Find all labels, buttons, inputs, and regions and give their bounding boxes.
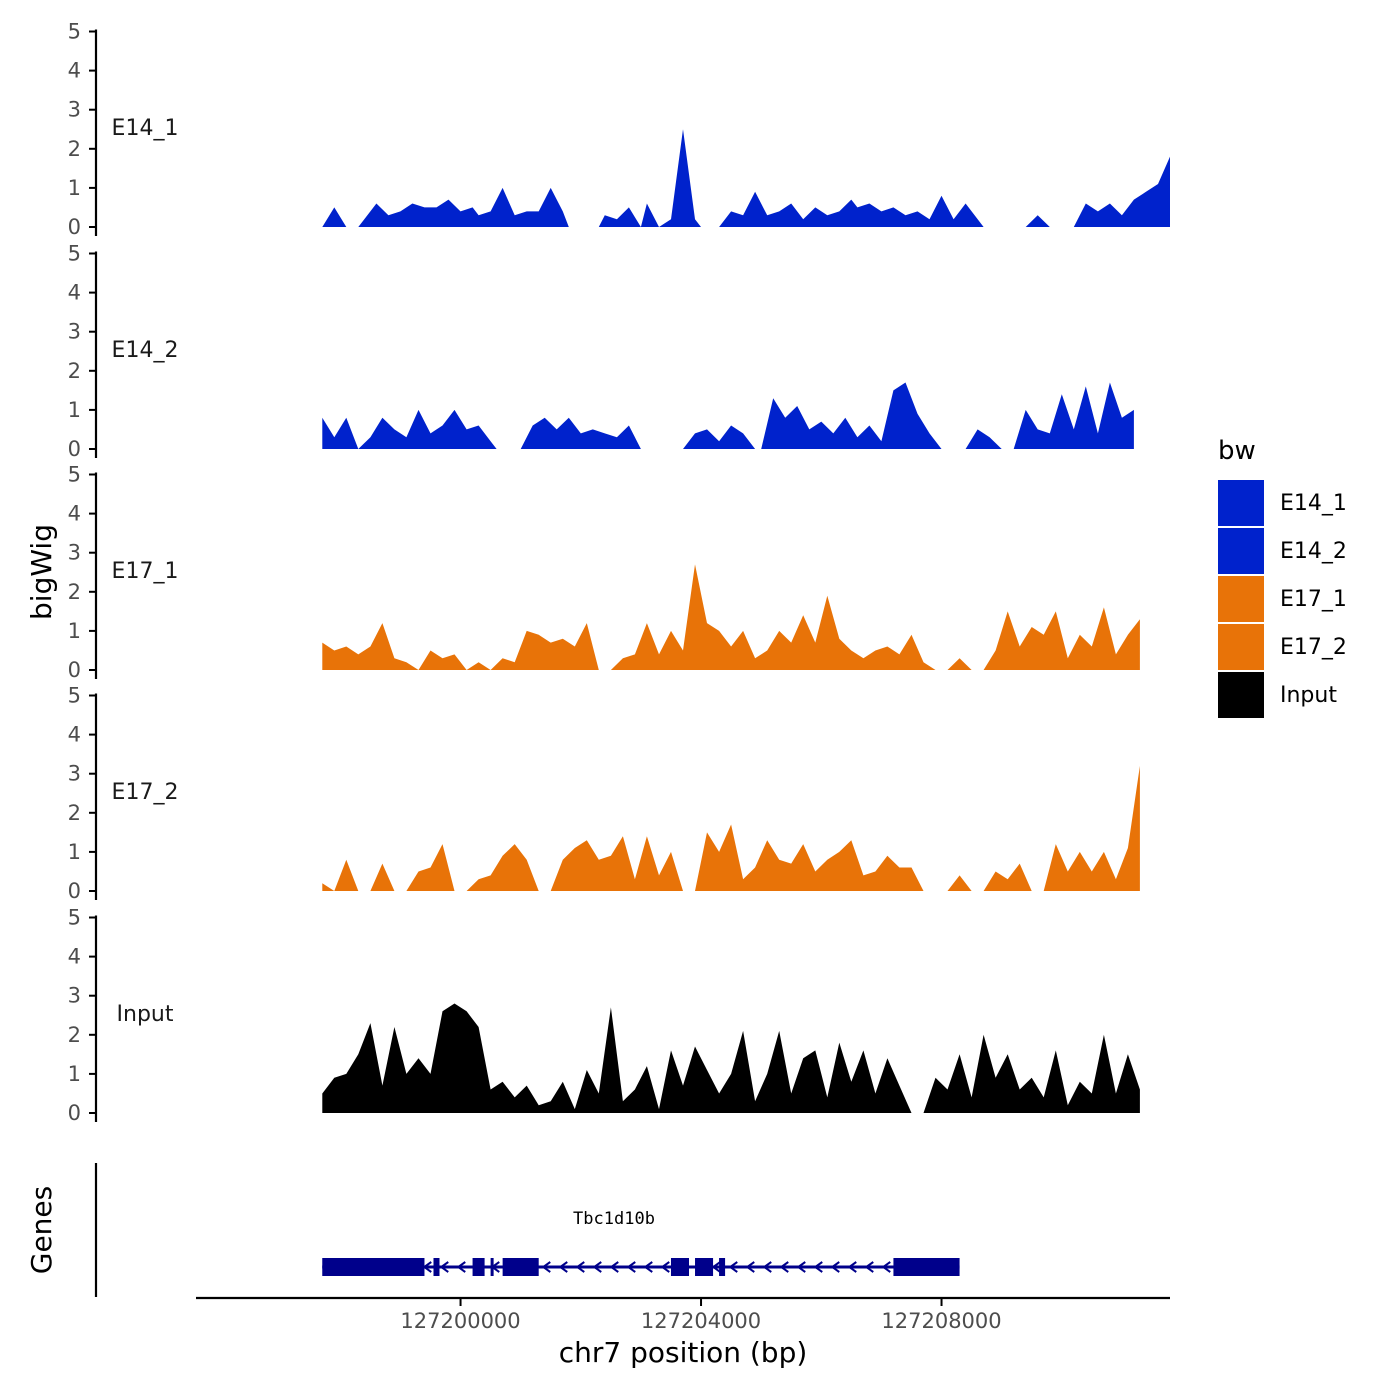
y-tick-label: 1 [68,840,81,864]
strand-arrow [660,1261,670,1273]
gene-exon [695,1258,714,1276]
strand-arrow [745,1261,755,1273]
track-label: E14_2 [112,338,179,363]
y-tick-label: 1 [68,619,81,643]
strand-arrow [558,1261,568,1273]
track-Input: 0 1 2 3 4 5 Input [68,906,1140,1125]
legend-key-E17_2 [1218,624,1264,670]
y-tick-label: 4 [68,59,81,83]
y-tick-label: 1 [68,176,81,200]
gene-exon [433,1258,440,1276]
track-label: E17_2 [112,780,179,805]
x-tick-label: 127200000 [400,1309,520,1333]
strand-arrow [711,1261,721,1273]
y-tick-label: 4 [68,945,81,969]
gene-track: Tbc1d10b [94,1163,960,1297]
y-tick-label: 3 [68,762,81,786]
strand-arrow [541,1261,551,1273]
gene-exon [670,1258,690,1276]
legend-key-E14_2 [1218,528,1264,574]
strand-arrow [439,1261,449,1273]
strand-arrow [779,1261,789,1273]
y-tick-label: 2 [68,359,81,383]
track-label: E17_1 [112,559,179,584]
strand-arrow [762,1261,772,1273]
signal-area-E14_1 [322,129,1170,227]
x-axis: 127200000 127204000 127208000 [196,1296,1170,1333]
y-tick-label: 0 [68,1101,81,1125]
y-tick-label: 0 [68,215,81,239]
legend-label: E17_1 [1280,587,1347,612]
y-tick-label: 2 [68,580,81,604]
y-tick-label: 3 [68,541,81,565]
y-tick-label: 4 [68,723,81,747]
y-tick-label: 3 [68,320,81,344]
legend-label: E17_2 [1280,635,1347,660]
track-label: Input [117,1002,174,1027]
strand-arrow [830,1261,840,1273]
strand-arrow [796,1261,806,1273]
track-E14_1: 0 1 2 3 4 5 E14_1 [68,20,1170,239]
legend-title: bw [1218,436,1256,466]
track-E17_1: 0 1 2 3 4 5 E17_1 [68,463,1140,682]
tracks-group: 0 1 2 3 4 5 E14_1 0 1 2 3 4 5 E14_2 0 1 2 3 4 5 E17_1 0 1 2 3 4 5 E… [68,20,1170,1125]
gene-exon [472,1258,485,1276]
signal-area-E17_2 [322,765,1140,891]
strand-arrow [592,1261,602,1273]
strand-arrow [864,1261,874,1273]
strand-arrow [813,1261,823,1273]
strand-arrow [575,1261,585,1273]
y-tick-label: 4 [68,281,81,305]
y-tick-label: 3 [68,984,81,1008]
track-label: E14_1 [112,116,179,141]
y-tick-label: 5 [68,463,81,487]
strand-arrow [643,1261,653,1273]
strand-arrow [456,1261,466,1273]
legend-key-E17_1 [1218,576,1264,622]
y-tick-label: 1 [68,1062,81,1086]
y-tick-label: 4 [68,502,81,526]
genes-axis-title: Genes [25,1186,58,1274]
y-tick-label: 5 [68,684,81,708]
strand-arrow [728,1261,738,1273]
signal-area-Input [322,1003,1140,1113]
strand-arrow [626,1261,636,1273]
y-tick-label: 0 [68,658,81,682]
track-E17_2: 0 1 2 3 4 5 E17_2 [68,684,1140,903]
legend-label: E14_2 [1280,539,1347,564]
legend-key-E14_1 [1218,480,1264,526]
y-axis-title: bigWig [25,524,58,620]
y-tick-label: 2 [68,1023,81,1047]
y-tick-label: 2 [68,137,81,161]
strand-arrow [609,1261,619,1273]
legend-key-Input [1218,672,1264,718]
y-tick-label: 5 [68,906,81,930]
strand-arrow [881,1261,891,1273]
x-axis-title: chr7 position (bp) [559,1336,808,1369]
y-tick-label: 1 [68,398,81,422]
track-E14_2: 0 1 2 3 4 5 E14_2 [68,242,1134,461]
legend: bw E14_1 E14_2 E17_1 E17_2 Input [1218,436,1347,718]
signal-area-E17_1 [322,564,1140,670]
y-tick-label: 0 [68,879,81,903]
gene-exon [490,1258,494,1276]
strand-arrow [847,1261,857,1273]
gene-marks [322,1258,960,1276]
gene-exon [719,1258,726,1276]
gene-name-label: Tbc1d10b [573,1209,655,1229]
gene-exon [893,1258,960,1276]
y-tick-label: 5 [68,242,81,266]
y-tick-label: 2 [68,801,81,825]
y-tick-label: 3 [68,98,81,122]
legend-label: E14_1 [1280,491,1347,516]
gene-exon [322,1258,425,1276]
signal-area-E14_2 [322,382,1134,449]
legend-label: Input [1280,683,1337,708]
y-tick-label: 0 [68,437,81,461]
y-tick-label: 5 [68,20,81,44]
x-tick-label: 127208000 [881,1309,1001,1333]
x-tick-label: 127204000 [641,1309,761,1333]
gene-exon [502,1258,539,1276]
